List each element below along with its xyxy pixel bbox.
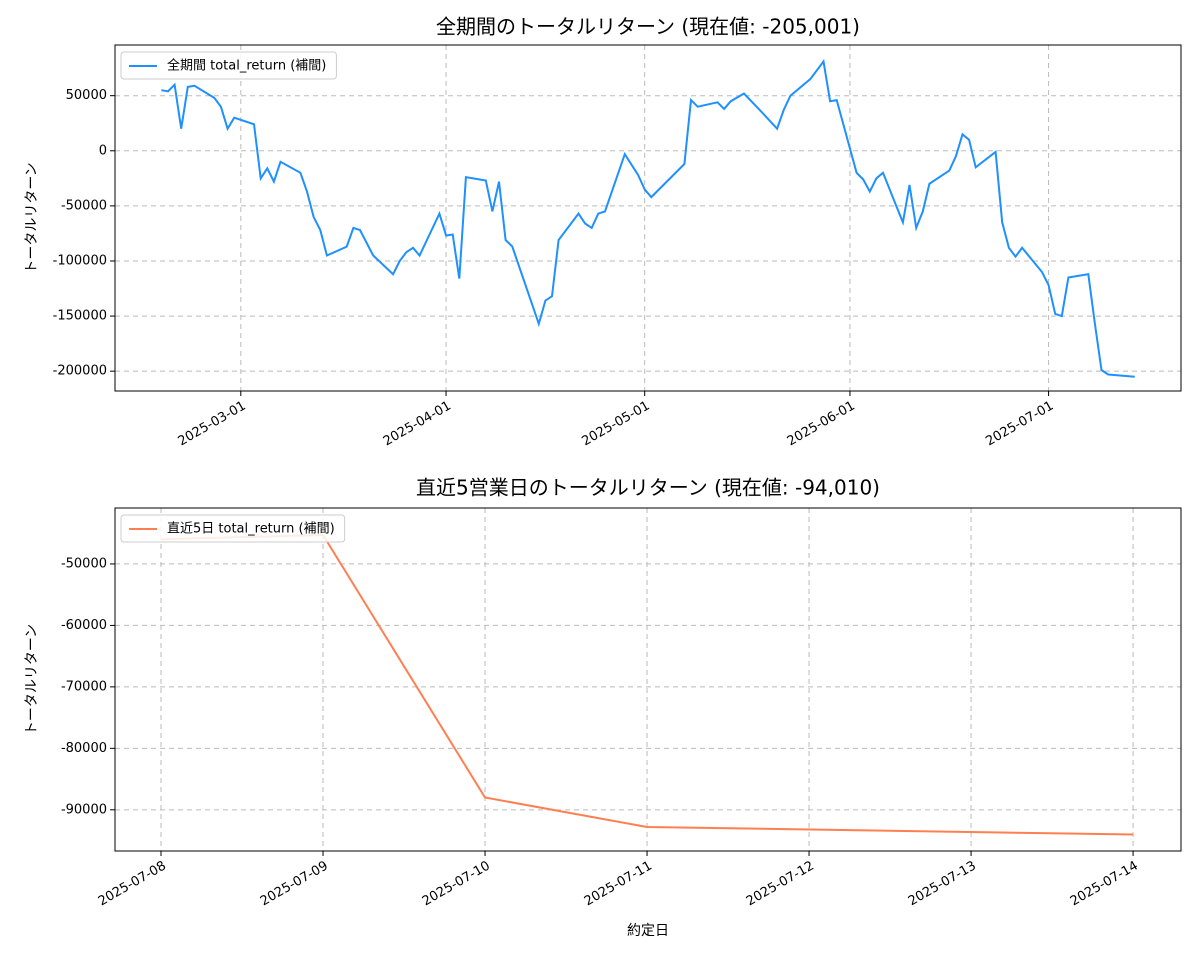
line-series bbox=[161, 59, 1135, 378]
x-tick-label: 2025-07-01 bbox=[983, 399, 1056, 450]
x-tick-label: 2025-07-13 bbox=[906, 859, 979, 910]
y-tick-label: -90000 bbox=[61, 802, 107, 817]
y-tick-label: 50000 bbox=[66, 88, 107, 103]
y-tick-label: -80000 bbox=[61, 741, 107, 756]
y-tick-label: -50000 bbox=[61, 198, 107, 213]
x-axis-label: 約定日 bbox=[627, 923, 669, 939]
x-tick-label: 2025-07-12 bbox=[744, 859, 817, 910]
y-axis-label: トータルリターン bbox=[24, 624, 40, 735]
chart-title: 直近5営業日のトータルリターン (現在値: -94,010) bbox=[416, 476, 880, 500]
x-tick-label: 2025-07-14 bbox=[1068, 859, 1141, 910]
x-tick-label: 2025-07-08 bbox=[96, 859, 169, 910]
legend-label: 全期間 total_return (補間) bbox=[167, 58, 326, 74]
x-tick-label: 2025-04-01 bbox=[381, 399, 454, 450]
y-tick-label: -150000 bbox=[53, 309, 107, 324]
y-tick-label: -60000 bbox=[61, 618, 107, 633]
legend-label: 直近5日 total_return (補間) bbox=[167, 522, 335, 537]
y-tick-label: -50000 bbox=[61, 556, 107, 571]
chart-title: 全期間のトータルリターン (現在値: -205,001) bbox=[436, 15, 860, 39]
axes-frame bbox=[114, 44, 1182, 392]
axes-frame bbox=[114, 507, 1182, 852]
x-tick-label: 2025-07-11 bbox=[582, 859, 655, 910]
y-tick-label: -70000 bbox=[61, 679, 107, 694]
x-tick-label: 2025-07-09 bbox=[258, 859, 331, 910]
x-tick-label: 2025-07-10 bbox=[420, 859, 493, 910]
y-tick-label: 0 bbox=[99, 143, 107, 158]
y-axis-label: トータルリターン bbox=[24, 162, 40, 273]
y-tick-label: -100000 bbox=[53, 253, 107, 268]
x-tick-label: 2025-03-01 bbox=[176, 399, 249, 450]
x-tick-label: 2025-06-01 bbox=[785, 399, 858, 450]
legend-box bbox=[120, 514, 346, 543]
legend: 直近5日 total_return (補間) bbox=[120, 514, 346, 543]
x-tick-label: 2025-05-01 bbox=[580, 399, 653, 450]
y-tick-label: -200000 bbox=[53, 364, 107, 379]
legend-box bbox=[120, 51, 337, 80]
legend: 全期間 total_return (補間) bbox=[120, 51, 337, 80]
